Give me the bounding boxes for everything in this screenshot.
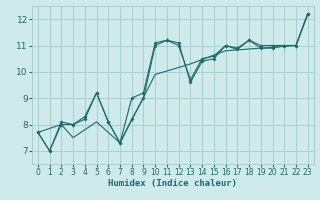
- X-axis label: Humidex (Indice chaleur): Humidex (Indice chaleur): [108, 179, 237, 188]
